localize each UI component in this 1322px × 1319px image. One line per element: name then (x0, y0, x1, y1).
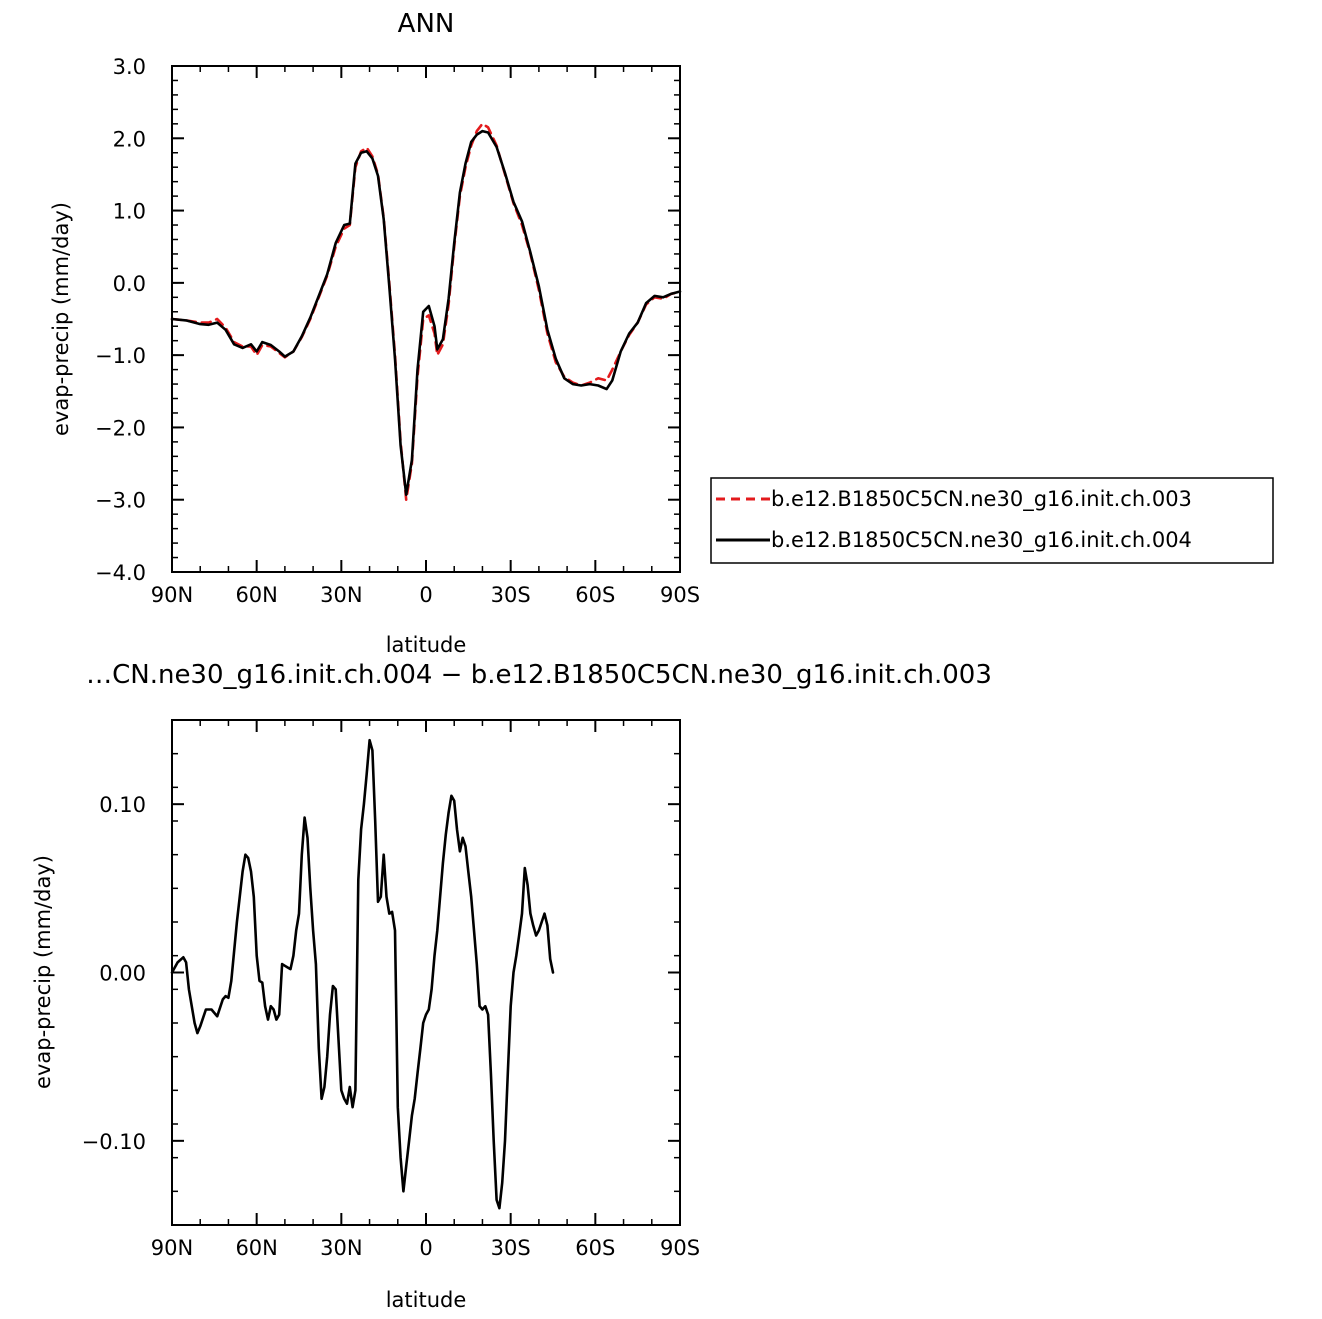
top-plot-frame (171, 65, 681, 573)
bottom-x-tick-label: 90N (151, 1236, 193, 1260)
bottom-plot-frame (171, 719, 681, 1226)
top-x-tick-label: 90S (660, 583, 700, 607)
bottom-x-tick-label: 60S (575, 1236, 615, 1260)
top-y-tick-label: 3.0 (113, 55, 146, 79)
legend: b.e12.B1850C5CN.ne30_g16.init.ch.003 b.e… (710, 477, 1274, 564)
top-x-tick-label: 30S (491, 583, 531, 607)
top-x-tick-label: 90N (151, 583, 193, 607)
bottom-plot-lines (170, 738, 555, 1210)
top-series-line-0 (170, 122, 682, 501)
bottom-series-line-0 (170, 738, 555, 1210)
top-y-tick-label: −2.0 (95, 416, 146, 440)
top-x-tick-label: 0 (419, 583, 432, 607)
bottom-y-tick-label: −0.10 (82, 1130, 146, 1154)
top-panel: ANN 90N 60N 30N 0 30S 60S 90S −4.0 −3.0 −2.0 −1.0 0… (49, 9, 1274, 657)
top-y-tick-label: −3.0 (95, 489, 146, 513)
top-ylabel: evap-precip (mm/day) (49, 202, 73, 436)
bottom-ylabel: evap-precip (mm/day) (31, 855, 55, 1089)
top-plot-title: ANN (398, 9, 455, 39)
bottom-y-tick-label: 0.10 (99, 793, 146, 817)
top-plot-ticks: 90N 60N 30N 0 30S 60S 90S −4.0 −3.0 −2.0 −1.0 0.0 1.… (95, 55, 700, 607)
legend-label-004: b.e12.B1850C5CN.ne30_g16.init.ch.004 (771, 528, 1192, 553)
bottom-x-tick-label: 30N (320, 1236, 362, 1260)
top-x-tick-label: 60S (575, 583, 615, 607)
top-series-line-1 (170, 129, 682, 496)
top-x-tick-label: 30N (320, 583, 362, 607)
top-y-tick-label: 0.0 (113, 272, 146, 296)
bottom-x-tick-label: 0 (419, 1236, 432, 1260)
top-y-tick-label: 2.0 (113, 127, 146, 151)
bottom-x-tick-label: 90S (660, 1236, 700, 1260)
top-y-tick-label: 1.0 (113, 200, 146, 224)
bottom-x-tick-label: 30S (491, 1236, 531, 1260)
top-y-tick-label: −4.0 (95, 561, 146, 585)
bottom-x-tick-label: 60N (235, 1236, 277, 1260)
top-y-tick-label: −1.0 (95, 344, 146, 368)
bottom-xlabel: latitude (386, 1288, 467, 1312)
top-xlabel: latitude (386, 633, 467, 657)
bottom-panel: …CN.ne30_g16.init.ch.004 − b.e12.B1850C5… (31, 660, 992, 1312)
legend-label-003: b.e12.B1850C5CN.ne30_g16.init.ch.003 (771, 487, 1192, 512)
bottom-plot-title: …CN.ne30_g16.init.ch.004 − b.e12.B1850C5… (86, 660, 992, 690)
top-plot-lines (170, 122, 682, 501)
legend-box (710, 477, 1274, 564)
bottom-y-tick-label: 0.00 (99, 962, 146, 986)
bottom-plot-ticks: 90N 60N 30N 0 30S 60S 90S −0.10 0.00 0.10 (82, 719, 700, 1260)
top-x-tick-label: 60N (235, 583, 277, 607)
